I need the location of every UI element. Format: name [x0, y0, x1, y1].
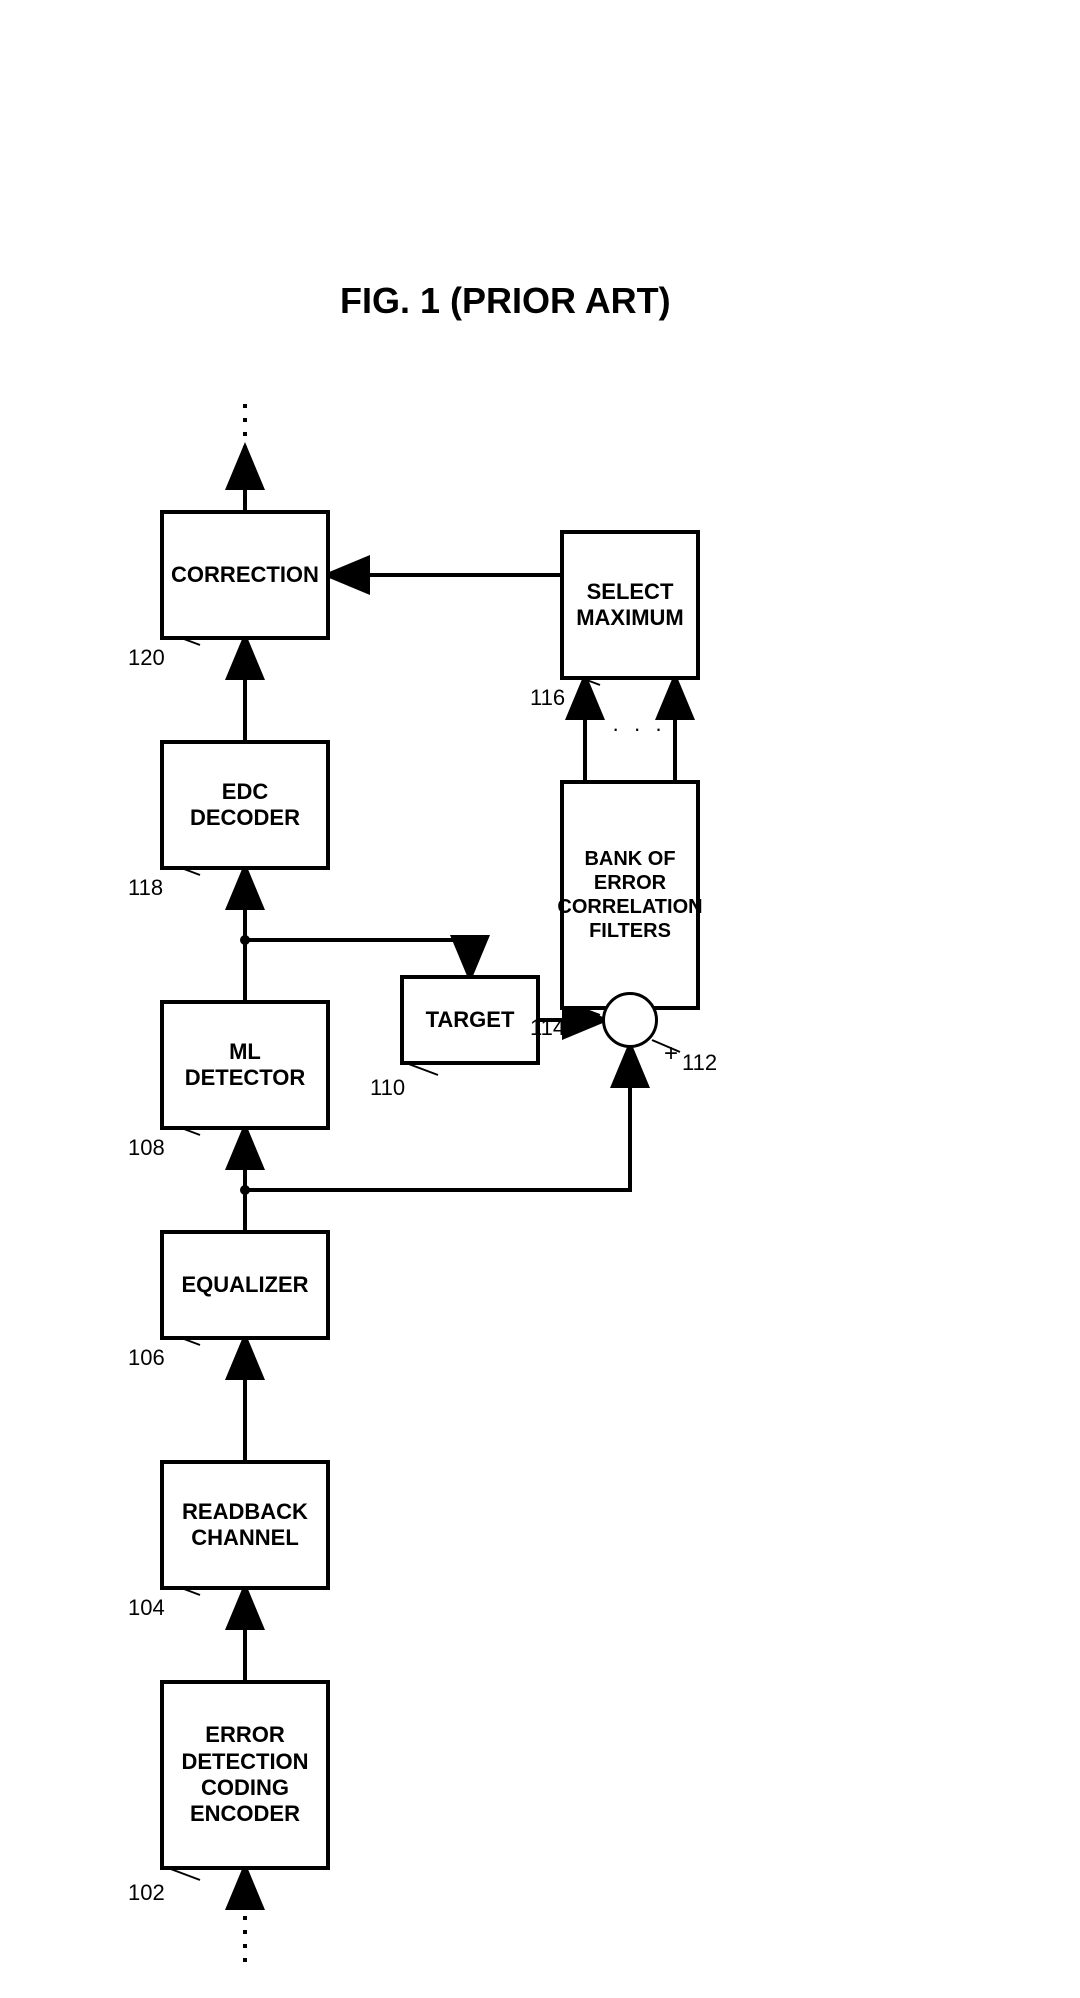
- ref-110: 110: [370, 1075, 405, 1101]
- block-label: BANK OF ERRORCORRELATIONFILTERS: [557, 847, 702, 943]
- block-error-filters: BANK OF ERRORCORRELATIONFILTERS: [560, 780, 700, 1010]
- block-ml-detector: MLDETECTOR: [160, 1000, 330, 1130]
- minus-sign: −: [584, 992, 599, 1023]
- block-label: SELECTMAXIMUM: [576, 579, 684, 632]
- ref-102: 102: [128, 1880, 165, 1906]
- ref-118: 118: [128, 875, 163, 901]
- block-edc-decoder: EDCDECODER: [160, 740, 330, 870]
- block-select-maximum: SELECTMAXIMUM: [560, 530, 700, 680]
- block-label: EDCDECODER: [190, 779, 300, 832]
- block-label: TARGET: [426, 1007, 515, 1033]
- ref-120: 120: [128, 645, 165, 671]
- block-edc-encoder: ERRORDETECTIONCODINGENCODER: [160, 1680, 330, 1870]
- ref-106: 106: [128, 1345, 165, 1371]
- block-label: MLDETECTOR: [185, 1039, 306, 1092]
- block-readback-channel: READBACKCHANNEL: [160, 1460, 330, 1590]
- block-label: ERRORDETECTIONCODINGENCODER: [181, 1722, 308, 1828]
- block-target: TARGET: [400, 975, 540, 1065]
- ref-108: 108: [128, 1135, 165, 1161]
- block-label: READBACKCHANNEL: [182, 1499, 308, 1552]
- ellipsis-dots: · · ·: [612, 716, 666, 742]
- ref-114: 114: [530, 1015, 565, 1041]
- ref-116: 116: [530, 685, 565, 711]
- block-correction: CORRECTION: [160, 510, 330, 640]
- block-equalizer: EQUALIZER: [160, 1230, 330, 1340]
- diagram-canvas: FIG. 1 (PRIOR ART): [0, 0, 1080, 1998]
- summing-node: [602, 992, 658, 1048]
- block-label: CORRECTION: [171, 562, 319, 588]
- ref-104: 104: [128, 1595, 165, 1621]
- ref-112: 112: [682, 1050, 717, 1076]
- block-label: EQUALIZER: [181, 1272, 308, 1298]
- plus-sign: +: [664, 1040, 678, 1068]
